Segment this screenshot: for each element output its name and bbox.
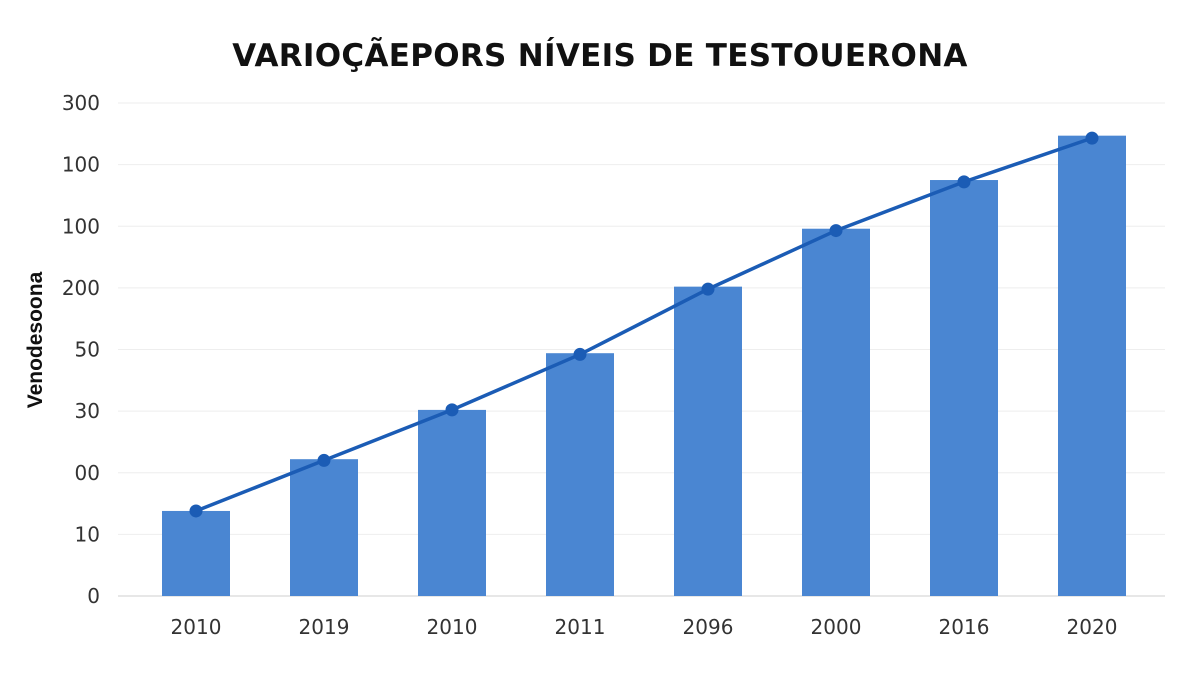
- trend-point: [189, 504, 203, 518]
- y-tick-label: 0: [87, 584, 100, 608]
- trend-point: [957, 175, 971, 189]
- x-tick-label: 2096: [683, 615, 734, 639]
- x-tick-label: 2010: [427, 615, 478, 639]
- bar: [162, 510, 230, 596]
- x-tick-label: 2000: [811, 615, 862, 639]
- y-tick-label: 30: [75, 399, 100, 423]
- trend-point: [445, 403, 459, 417]
- bar: [418, 409, 486, 596]
- trend-line: [195, 136, 1093, 513]
- x-tick-label: 2011: [555, 615, 606, 639]
- trend-point: [829, 224, 843, 238]
- y-tick-label: 10: [75, 522, 100, 546]
- y-tick-label: 00: [75, 461, 100, 485]
- bar: [930, 180, 998, 596]
- trend-point: [317, 453, 331, 467]
- bar: [802, 228, 870, 596]
- trend-point: [1085, 131, 1099, 145]
- y-tick-label: 100: [62, 153, 100, 177]
- x-tick-label: 2019: [299, 615, 350, 639]
- y-tick-label: 200: [62, 276, 100, 300]
- bar: [290, 459, 358, 596]
- chart-title: VARIOÇÃEPORS NÍVEIS DE TESTOUERONA: [232, 38, 968, 74]
- bar: [546, 353, 614, 596]
- y-tick-label: 100: [62, 214, 100, 238]
- bar: [1058, 135, 1126, 596]
- x-tick-label: 2010: [171, 615, 222, 639]
- x-tick-label: 2020: [1067, 615, 1118, 639]
- y-tick-label: 50: [75, 338, 100, 362]
- x-tick-label: 2016: [939, 615, 990, 639]
- trend-point: [573, 347, 587, 361]
- bar: [674, 286, 742, 596]
- trend-point: [701, 282, 715, 296]
- y-tick-label: 300: [62, 91, 100, 115]
